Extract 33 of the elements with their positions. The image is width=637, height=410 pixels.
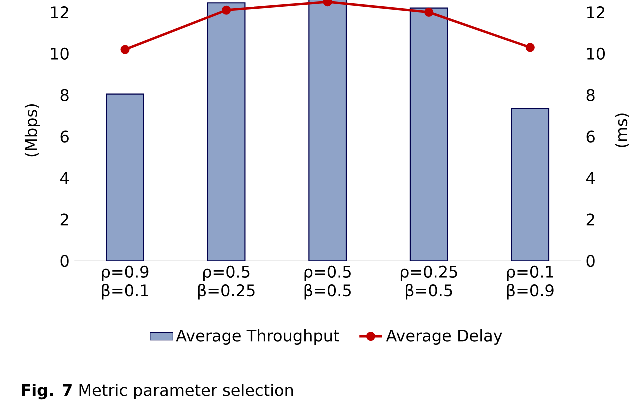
point <box>424 8 434 17</box>
y2-tick-label: 0 <box>586 254 595 268</box>
bar <box>106 94 144 261</box>
y2-tick-label: 4 <box>586 172 596 184</box>
x-tick-label: ρ=0.25 β=0.5 <box>400 266 458 300</box>
y2-tick-label: 6 <box>586 130 595 143</box>
legend-label: Average Delay <box>386 329 502 345</box>
y2-tick-label: 8 <box>586 89 595 102</box>
y-axis-title: (Mbps) <box>24 104 40 156</box>
x-tick-label: ρ=0.9 β=0.1 <box>102 266 149 300</box>
y-tick-label: 6 <box>60 130 69 143</box>
y-tick-label: 4 <box>60 172 70 184</box>
y2-tick-label: 2 <box>586 214 594 226</box>
x-tick-label: ρ=0.5 β=0.5 <box>304 266 351 300</box>
text: Fig. 7 Metric parameter selection <box>22 384 294 400</box>
point <box>222 6 232 15</box>
y-tick-label: 2 <box>60 214 68 226</box>
y-tick-label: 12 <box>51 6 68 18</box>
bar <box>207 2 246 261</box>
bar <box>410 8 448 261</box>
bar <box>511 108 550 261</box>
y-tick-label: 10 <box>51 48 69 60</box>
y2-axis-title: (ms) <box>615 114 630 148</box>
point <box>120 45 130 54</box>
x-tick-label: ρ=0.1 β=0.9 <box>507 266 554 300</box>
y2-tick-label: 10 <box>588 48 606 60</box>
y-tick-label: 8 <box>60 89 69 102</box>
y2-tick-label: 12 <box>588 6 604 18</box>
bar <box>308 0 348 261</box>
x-tick-label: ρ=0.5 β=0.25 <box>198 266 255 300</box>
legend-label: Average Throughput <box>176 329 340 345</box>
point <box>526 42 535 52</box>
y-tick-label: 0 <box>60 254 69 268</box>
